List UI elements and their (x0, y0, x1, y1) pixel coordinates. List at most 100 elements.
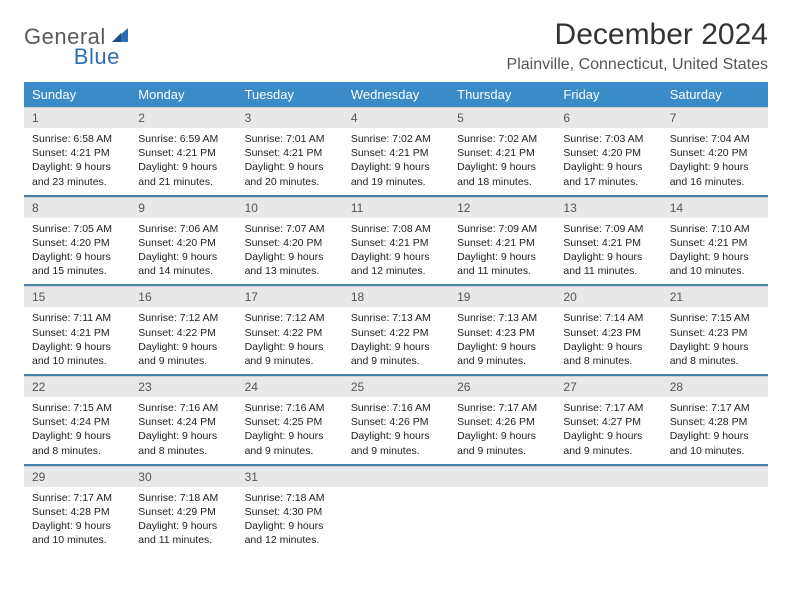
day-number: 27 (555, 376, 661, 397)
day-number: 14 (662, 197, 768, 218)
sunset-line: Sunset: 4:24 PM (138, 415, 228, 429)
day-number: 15 (24, 286, 130, 307)
weekday-friday: Friday (555, 82, 661, 107)
calendar-row: 15Sunrise: 7:11 AMSunset: 4:21 PMDayligh… (24, 285, 768, 375)
day-number: 9 (130, 197, 236, 218)
sunset-line: Sunset: 4:20 PM (670, 146, 760, 160)
sunrise-line: Sunrise: 7:01 AM (245, 132, 335, 146)
sunset-line: Sunset: 4:20 PM (563, 146, 653, 160)
daylight-line: Daylight: 9 hours and 9 minutes. (351, 340, 441, 368)
logo: General Blue (24, 18, 178, 50)
calendar-cell: 19Sunrise: 7:13 AMSunset: 4:23 PMDayligh… (449, 285, 555, 375)
calendar-cell: 1Sunrise: 6:58 AMSunset: 4:21 PMDaylight… (24, 107, 130, 196)
day-details: Sunrise: 7:15 AMSunset: 4:23 PMDaylight:… (662, 307, 768, 374)
sunset-line: Sunset: 4:26 PM (457, 415, 547, 429)
daylight-line: Daylight: 9 hours and 11 minutes. (138, 519, 228, 547)
day-number: 11 (343, 197, 449, 218)
daylight-line: Daylight: 9 hours and 9 minutes. (138, 340, 228, 368)
sunrise-line: Sunrise: 7:08 AM (351, 222, 441, 236)
sunset-line: Sunset: 4:21 PM (457, 146, 547, 160)
calendar-cell: 11Sunrise: 7:08 AMSunset: 4:21 PMDayligh… (343, 196, 449, 286)
sunset-line: Sunset: 4:20 PM (245, 236, 335, 250)
calendar-cell (662, 465, 768, 554)
calendar-cell: 8Sunrise: 7:05 AMSunset: 4:20 PMDaylight… (24, 196, 130, 286)
daylight-line: Daylight: 9 hours and 9 minutes. (351, 429, 441, 457)
sunset-line: Sunset: 4:29 PM (138, 505, 228, 519)
sunset-line: Sunset: 4:22 PM (138, 326, 228, 340)
sunrise-line: Sunrise: 7:06 AM (138, 222, 228, 236)
daylight-line: Daylight: 9 hours and 10 minutes. (32, 519, 122, 547)
sunrise-line: Sunrise: 7:09 AM (457, 222, 547, 236)
day-number: 24 (237, 376, 343, 397)
sunrise-line: Sunrise: 7:17 AM (563, 401, 653, 415)
sunrise-line: Sunrise: 7:16 AM (138, 401, 228, 415)
sunset-line: Sunset: 4:21 PM (32, 146, 122, 160)
sunrise-line: Sunrise: 7:17 AM (32, 491, 122, 505)
daylight-line: Daylight: 9 hours and 9 minutes. (457, 429, 547, 457)
weekday-thursday: Thursday (449, 82, 555, 107)
day-number: 12 (449, 197, 555, 218)
day-number: 22 (24, 376, 130, 397)
day-number: 4 (343, 107, 449, 128)
day-details: Sunrise: 7:13 AMSunset: 4:23 PMDaylight:… (449, 307, 555, 374)
sunrise-line: Sunrise: 7:13 AM (351, 311, 441, 325)
day-number: 6 (555, 107, 661, 128)
calendar-row: 22Sunrise: 7:15 AMSunset: 4:24 PMDayligh… (24, 375, 768, 465)
sunset-line: Sunset: 4:20 PM (138, 236, 228, 250)
calendar-cell: 13Sunrise: 7:09 AMSunset: 4:21 PMDayligh… (555, 196, 661, 286)
daylight-line: Daylight: 9 hours and 9 minutes. (245, 340, 335, 368)
calendar-cell: 18Sunrise: 7:13 AMSunset: 4:22 PMDayligh… (343, 285, 449, 375)
day-number: 21 (662, 286, 768, 307)
daylight-line: Daylight: 9 hours and 19 minutes. (351, 160, 441, 188)
calendar-cell: 3Sunrise: 7:01 AMSunset: 4:21 PMDaylight… (237, 107, 343, 196)
day-number: 30 (130, 466, 236, 487)
weekday-sunday: Sunday (24, 82, 130, 107)
sunrise-line: Sunrise: 7:13 AM (457, 311, 547, 325)
sunset-line: Sunset: 4:24 PM (32, 415, 122, 429)
sunrise-line: Sunrise: 7:15 AM (670, 311, 760, 325)
day-number: 23 (130, 376, 236, 397)
daylight-line: Daylight: 9 hours and 9 minutes. (245, 429, 335, 457)
calendar-cell: 17Sunrise: 7:12 AMSunset: 4:22 PMDayligh… (237, 285, 343, 375)
daylight-line: Daylight: 9 hours and 8 minutes. (32, 429, 122, 457)
day-details: Sunrise: 7:16 AMSunset: 4:26 PMDaylight:… (343, 397, 449, 464)
day-number: 2 (130, 107, 236, 128)
day-details: Sunrise: 6:58 AMSunset: 4:21 PMDaylight:… (24, 128, 130, 195)
day-number: 18 (343, 286, 449, 307)
calendar-table: Sunday Monday Tuesday Wednesday Thursday… (24, 82, 768, 553)
sunrise-line: Sunrise: 7:05 AM (32, 222, 122, 236)
day-details: Sunrise: 7:10 AMSunset: 4:21 PMDaylight:… (662, 218, 768, 285)
calendar-cell: 14Sunrise: 7:10 AMSunset: 4:21 PMDayligh… (662, 196, 768, 286)
day-number: 7 (662, 107, 768, 128)
calendar-cell: 29Sunrise: 7:17 AMSunset: 4:28 PMDayligh… (24, 465, 130, 554)
calendar-cell: 16Sunrise: 7:12 AMSunset: 4:22 PMDayligh… (130, 285, 236, 375)
sunset-line: Sunset: 4:20 PM (32, 236, 122, 250)
daylight-line: Daylight: 9 hours and 23 minutes. (32, 160, 122, 188)
sunrise-line: Sunrise: 6:58 AM (32, 132, 122, 146)
sunrise-line: Sunrise: 7:18 AM (138, 491, 228, 505)
day-details: Sunrise: 7:17 AMSunset: 4:28 PMDaylight:… (24, 487, 130, 554)
sunset-line: Sunset: 4:21 PM (245, 146, 335, 160)
day-number: 17 (237, 286, 343, 307)
sunrise-line: Sunrise: 7:16 AM (351, 401, 441, 415)
day-details: Sunrise: 7:02 AMSunset: 4:21 PMDaylight:… (449, 128, 555, 195)
day-details: Sunrise: 7:07 AMSunset: 4:20 PMDaylight:… (237, 218, 343, 285)
day-details: Sunrise: 7:17 AMSunset: 4:28 PMDaylight:… (662, 397, 768, 464)
day-details: Sunrise: 7:18 AMSunset: 4:29 PMDaylight:… (130, 487, 236, 554)
daylight-line: Daylight: 9 hours and 10 minutes. (670, 429, 760, 457)
sunset-line: Sunset: 4:25 PM (245, 415, 335, 429)
sunset-line: Sunset: 4:26 PM (351, 415, 441, 429)
day-details: Sunrise: 7:02 AMSunset: 4:21 PMDaylight:… (343, 128, 449, 195)
daylight-line: Daylight: 9 hours and 12 minutes. (245, 519, 335, 547)
sunset-line: Sunset: 4:21 PM (351, 236, 441, 250)
day-details: Sunrise: 7:12 AMSunset: 4:22 PMDaylight:… (237, 307, 343, 374)
day-details: Sunrise: 7:16 AMSunset: 4:25 PMDaylight:… (237, 397, 343, 464)
daylight-line: Daylight: 9 hours and 8 minutes. (563, 340, 653, 368)
calendar-cell: 6Sunrise: 7:03 AMSunset: 4:20 PMDaylight… (555, 107, 661, 196)
day-details: Sunrise: 7:11 AMSunset: 4:21 PMDaylight:… (24, 307, 130, 374)
location-text: Plainville, Connecticut, United States (507, 56, 768, 74)
weekday-tuesday: Tuesday (237, 82, 343, 107)
daylight-line: Daylight: 9 hours and 21 minutes. (138, 160, 228, 188)
day-details: Sunrise: 7:09 AMSunset: 4:21 PMDaylight:… (555, 218, 661, 285)
calendar-cell: 5Sunrise: 7:02 AMSunset: 4:21 PMDaylight… (449, 107, 555, 196)
